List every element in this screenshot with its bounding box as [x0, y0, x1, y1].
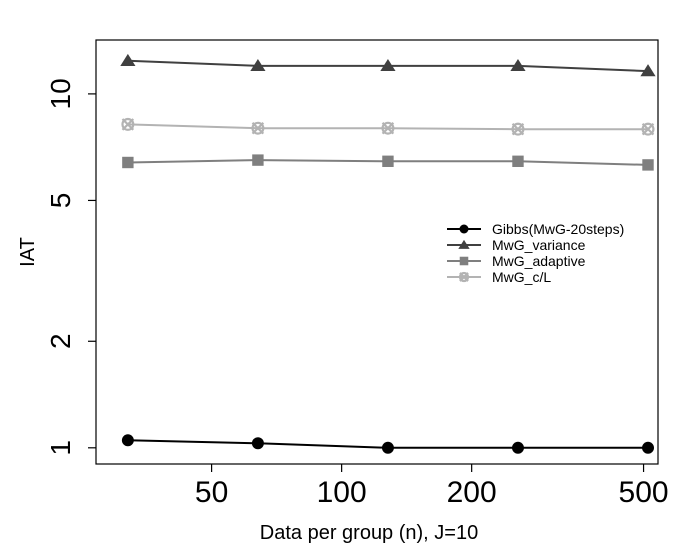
y-tick-label-1: 1	[45, 440, 76, 456]
legend-label-mwg-variance: MwG_variance	[492, 237, 586, 253]
data-point-mwg-adaptive-32	[122, 156, 134, 169]
data-point-mwg-variance-128	[380, 58, 396, 72]
x-axis-title: Data per group (n), J=10	[260, 522, 478, 543]
data-point-mwg-variance-512	[640, 64, 656, 77]
plot-frame	[95, 39, 659, 465]
data-point-mwg-adaptive-64	[252, 154, 264, 166]
data-point-mwg-c-l-32-cross-b	[121, 118, 135, 131]
y-axis-title: IAT	[17, 237, 39, 267]
data-point-mwg-c-l-128-ring	[381, 121, 395, 135]
y-tick-label-2: 2	[45, 333, 76, 349]
data-point-mwg-c-l-64-cross-b	[251, 122, 265, 135]
data-point-mwg-c-l-64	[251, 121, 265, 135]
y-tick-label-10: 10	[45, 78, 76, 109]
data-point-mwg-c-l-256-ring	[511, 122, 525, 136]
data-point-mwg-c-l-128	[381, 121, 395, 135]
data-point-mwg-variance-32	[120, 53, 136, 67]
legend-marker-gibbs-mwg-20steps	[459, 224, 469, 234]
legend: Gibbs(MwG-20steps)MwG_varianceMwG_adapti…	[447, 221, 624, 285]
series-markers	[120, 53, 656, 454]
legend-marker-mwg-adaptive	[459, 256, 469, 266]
y-axis-ticks: 1 2 5 10	[45, 78, 96, 456]
data-point-mwg-c-l-128-cross-b	[381, 122, 395, 135]
legend-marker-mwg-c-l-ring	[458, 271, 470, 283]
x-tick-label-50: 50	[195, 476, 228, 509]
data-point-mwg-variance-64	[250, 58, 266, 72]
data-point-mwg-c-l-32	[121, 117, 135, 131]
legend-label-mwg-c-l: MwG_c/L	[492, 269, 551, 285]
plot-area	[95, 39, 659, 465]
x-tick-label-500: 500	[619, 476, 669, 509]
data-point-mwg-c-l-512-cross-b	[641, 122, 655, 136]
legend-marker-mwg-c-l-cross-b	[459, 272, 469, 282]
data-point-gibbs-mwg-20steps-512	[642, 441, 655, 454]
data-point-mwg-c-l-32-ring	[121, 117, 135, 131]
x-axis-ticks: 50 100 200 500	[195, 464, 669, 509]
data-point-mwg-c-l-64-ring	[251, 121, 265, 135]
data-point-mwg-adaptive-512	[642, 159, 654, 171]
data-point-mwg-c-l-512-ring	[641, 122, 655, 136]
data-point-gibbs-mwg-20steps-128	[381, 441, 394, 454]
data-point-gibbs-mwg-20steps-64	[251, 437, 264, 450]
data-point-mwg-adaptive-128	[382, 155, 394, 167]
legend-marker-mwg-c-l	[458, 271, 470, 283]
data-point-mwg-c-l-256	[511, 122, 525, 136]
data-point-mwg-variance-256	[510, 58, 526, 72]
legend-label-mwg-adaptive: MwG_adaptive	[492, 253, 586, 269]
data-point-gibbs-mwg-20steps-256	[511, 441, 524, 454]
x-tick-label-100: 100	[317, 476, 367, 509]
data-point-mwg-adaptive-256	[512, 155, 524, 167]
data-point-mwg-c-l-256-cross-b	[511, 122, 525, 136]
x-tick-label-200: 200	[447, 476, 497, 509]
y-tick-label-5: 5	[45, 193, 76, 209]
data-point-gibbs-mwg-20steps-32	[121, 434, 134, 447]
legend-marker-mwg-variance	[458, 239, 470, 249]
data-point-mwg-c-l-512	[641, 122, 655, 136]
legend-label-gibbs-mwg-20steps: Gibbs(MwG-20steps)	[492, 221, 624, 237]
